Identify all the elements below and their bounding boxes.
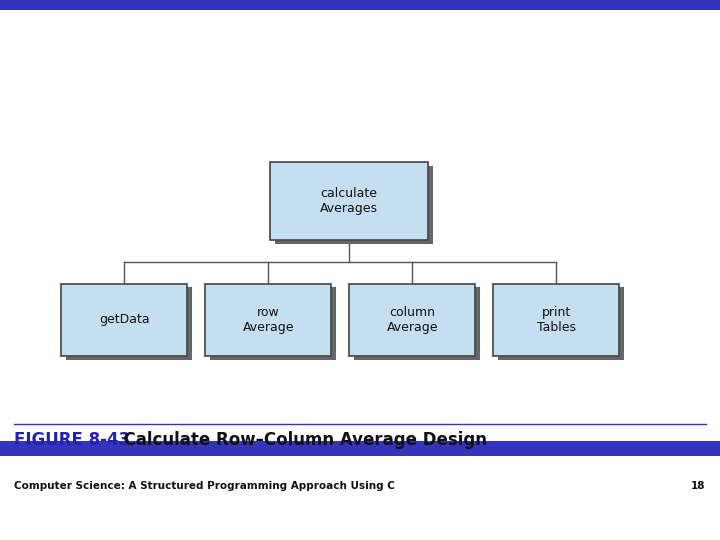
Bar: [349, 284, 475, 356]
Text: column
Average: column Average: [387, 306, 438, 334]
Text: getData: getData: [99, 313, 150, 327]
Bar: [275, 166, 433, 244]
Bar: [354, 287, 480, 360]
Text: row
Average: row Average: [243, 306, 294, 334]
Text: 18: 18: [691, 481, 706, 491]
Text: print
Tables: print Tables: [536, 306, 576, 334]
Bar: [66, 287, 192, 360]
Text: Computer Science: A Structured Programming Approach Using C: Computer Science: A Structured Programmi…: [14, 481, 395, 491]
Bar: [0, 441, 720, 456]
Bar: [0, 0, 720, 10]
Bar: [205, 284, 331, 356]
Bar: [210, 287, 336, 360]
Bar: [498, 287, 624, 360]
Text: calculate
Averages: calculate Averages: [320, 187, 378, 215]
Text: Calculate Row–Column Average Design: Calculate Row–Column Average Design: [112, 431, 487, 449]
Bar: [61, 284, 187, 356]
Text: FIGURE 8-43: FIGURE 8-43: [14, 431, 130, 449]
Bar: [493, 284, 619, 356]
Bar: [270, 162, 428, 240]
